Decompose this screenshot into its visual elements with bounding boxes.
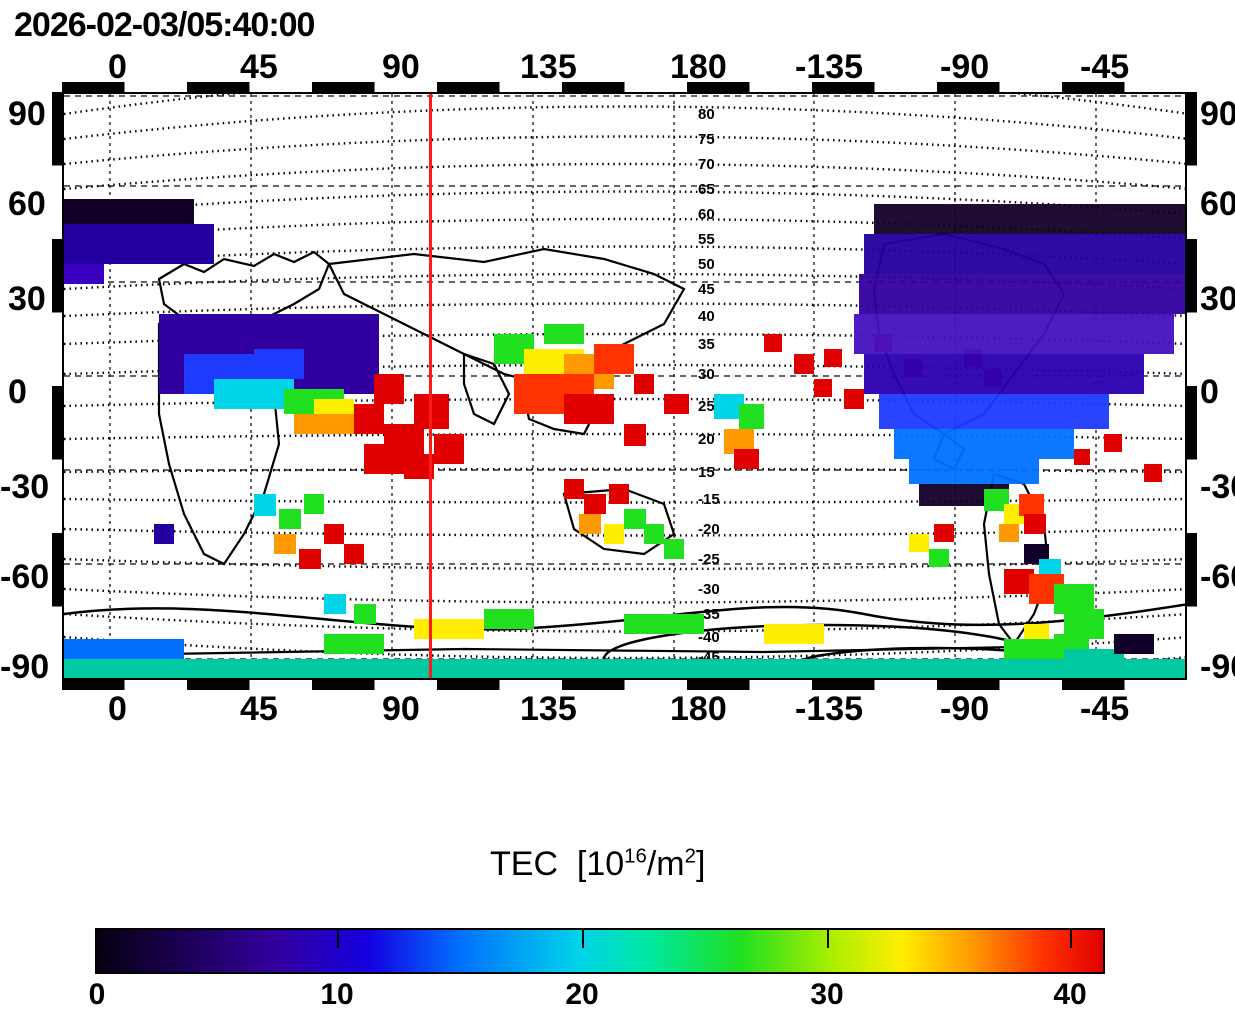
bottom-axis-label-6: -90 [940, 690, 989, 729]
colorbar-ticklabel-3: 30 [810, 978, 843, 1012]
bottom-axis-label-2: 90 [382, 690, 420, 729]
left-axis-label-0: 90 [8, 95, 46, 134]
tec-data-svg [64, 94, 1187, 680]
bottom-axis-label-3: 135 [520, 690, 577, 729]
right-axis-label-4: -30 [1200, 468, 1235, 507]
tick-bar-right [1187, 92, 1197, 680]
page-title: 2026-02-03/05:40:00 [14, 6, 314, 45]
bottom-axis-label-1: 45 [240, 690, 278, 729]
right-axis-label-3: 0 [1200, 373, 1219, 412]
left-axis-label-3: 0 [8, 373, 27, 412]
right-axis-label-5: -60 [1200, 558, 1235, 597]
right-axis-label-1: 60 [1200, 185, 1235, 224]
right-axis-label-2: 30 [1200, 280, 1235, 319]
tick-bar-bottom [62, 680, 1187, 690]
left-axis-label-6: -90 [0, 648, 49, 687]
right-axis-label-0: 90 [1200, 95, 1235, 134]
colorbar-ticklabel-0: 0 [89, 978, 106, 1012]
colorbar-tick-4 [1070, 928, 1072, 948]
bottom-axis-label-5: -135 [795, 690, 863, 729]
colorbar-tick-1 [337, 928, 339, 948]
left-axis-label-4: -30 [0, 468, 49, 507]
colorbar-ticklabel-1: 10 [320, 978, 353, 1012]
colorbar-gradient [97, 930, 1103, 972]
reference-meridian-line [429, 94, 432, 678]
bottom-axis-label-4: 180 [670, 690, 727, 729]
colorbar-title-label: TEC [1016/m2] [490, 845, 705, 884]
colorbar-tick-3 [827, 928, 829, 948]
right-axis-label-6: -90 [1200, 648, 1235, 687]
tick-bar-left [52, 92, 62, 680]
colorbar-tick-2 [582, 928, 584, 948]
colorbar[interactable] [95, 928, 1105, 974]
left-axis-label-2: 30 [8, 280, 46, 319]
colorbar-ticklabel-2: 20 [565, 978, 598, 1012]
left-axis-label-1: 60 [8, 185, 46, 224]
bottom-axis-label-7: -45 [1080, 690, 1129, 729]
world-map-panel[interactable]: 80 75 70 65 60 55 50 45 40 35 30 25 20 1… [62, 92, 1187, 680]
left-axis-label-5: -60 [0, 558, 49, 597]
colorbar-ticklabel-4: 40 [1053, 978, 1086, 1012]
colorbar-tick-0 [97, 928, 99, 948]
bottom-axis-label-0: 0 [108, 690, 127, 729]
tick-bar-top [62, 82, 1187, 92]
